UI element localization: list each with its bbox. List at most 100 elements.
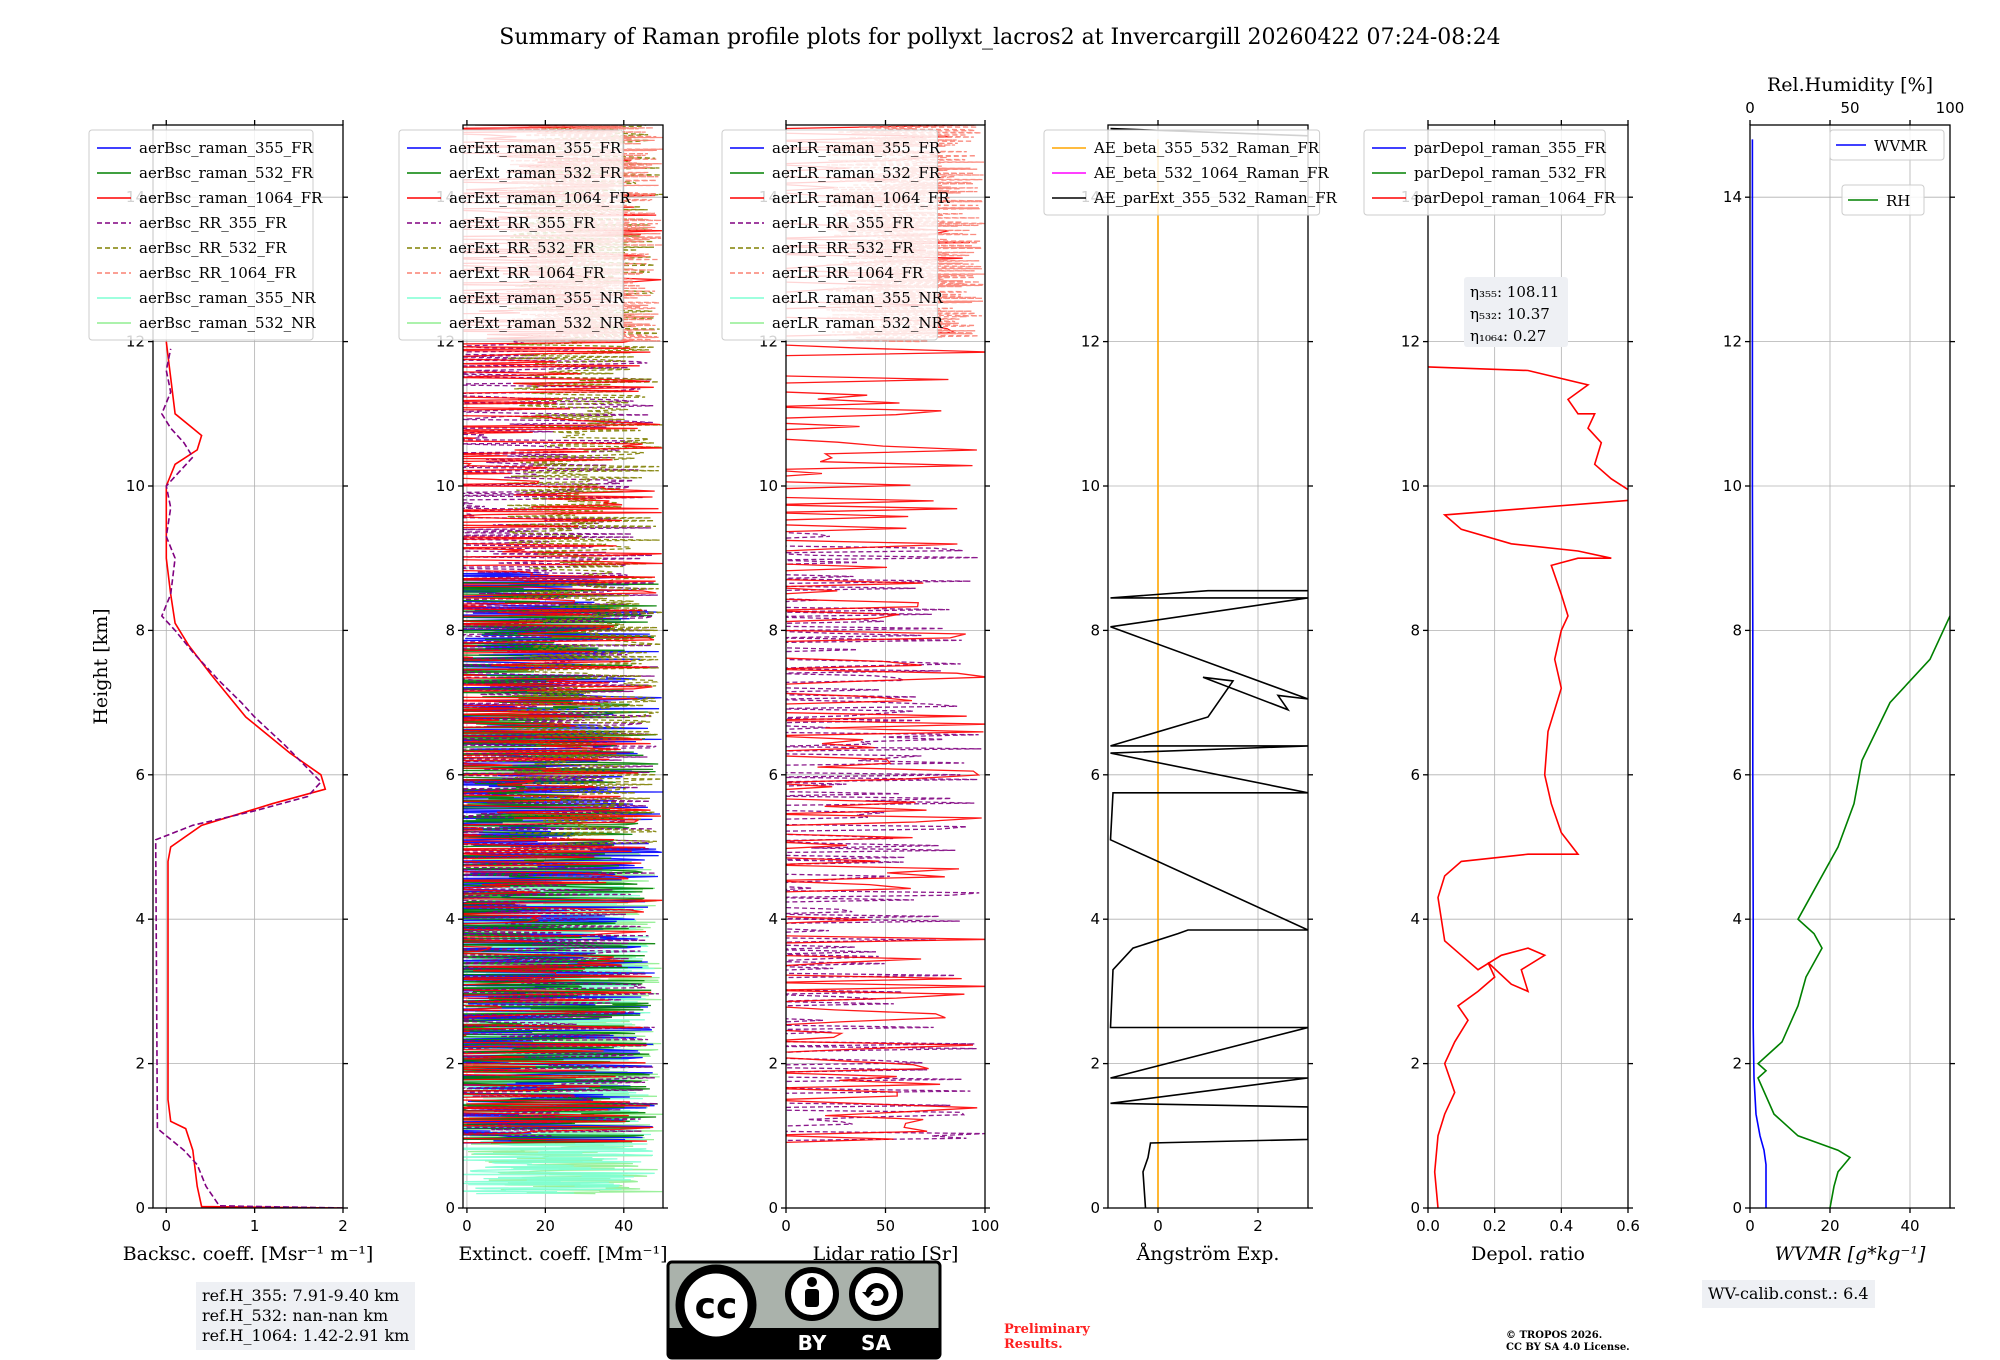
legend-label: parDepol_raman_1064_FR [1414, 189, 1616, 207]
series-group [1109, 127, 1308, 1208]
grid-lines [1749, 125, 1950, 1208]
y-tick-label: 6 [1090, 766, 1100, 784]
y-tick-label: 0 [135, 1199, 145, 1217]
y-tick-label: 8 [445, 621, 455, 639]
legend-label: AE_parExt_355_532_Raman_FR [1093, 189, 1338, 207]
y-tick-label: 2 [1090, 1055, 1100, 1073]
x-axis-label: Backsc. coeff. [Msr⁻¹ m⁻¹] [123, 1243, 374, 1265]
y-tick-label: 6 [1410, 766, 1420, 784]
y-tick-label: 4 [1090, 910, 1100, 928]
legend-box [1363, 129, 1606, 216]
axes-frame [1749, 124, 1951, 1209]
axes-frame [1107, 124, 1309, 1209]
copyright-line2: CC BY SA 4.0 License. [1506, 1342, 1630, 1353]
legend-label: aerExt_raman_355_FR [449, 139, 622, 157]
panel-backscatter: 02468101214012Backsc. coeff. [Msr⁻¹ m⁻¹]… [88, 120, 374, 1265]
x-tick-label: 20 [1820, 1217, 1839, 1235]
legend-label: AE_beta_355_532_Raman_FR [1093, 139, 1320, 157]
axes-frame [1427, 124, 1629, 1209]
series-aerBsc_raman_1064_FR [165, 341, 343, 1208]
y-tick-label: 0 [1410, 1199, 1420, 1217]
y-tick-label: 6 [768, 766, 778, 784]
legend-label: aerExt_raman_532_NR [449, 314, 625, 332]
wv-calibration-box: WV-calib.const.: 6.4 [1702, 1280, 1875, 1308]
sa-label: SA [861, 1331, 891, 1355]
legend-label: RH [1886, 192, 1910, 210]
legend-label: parDepol_raman_532_FR [1414, 164, 1607, 182]
y-tick-label: 2 [135, 1055, 145, 1073]
series-AE_parExt_355_532_Raman_FR [1109, 589, 1308, 1208]
x-tick-label: 50 [876, 1217, 895, 1235]
legend-label: aerBsc_raman_1064_FR [139, 189, 323, 207]
series-parDepol_upper [1428, 366, 1628, 491]
x-tick-label: 0 [1153, 1217, 1163, 1235]
y-axis-label: Height [km] [90, 608, 112, 724]
x-tick-label: 100 [971, 1217, 1000, 1235]
top-x-axis-label: Rel.Humidity [%] [1767, 74, 1933, 96]
y-tick-label: 4 [445, 910, 455, 928]
ref-h-532: ref.H_532: nan-nan km [202, 1306, 389, 1325]
x-tick-label: 0.0 [1416, 1217, 1440, 1235]
x-tick-label: 20 [536, 1217, 555, 1235]
y-tick-label: 6 [445, 766, 455, 784]
sa-share-icon [849, 1267, 903, 1321]
x-tick-label: 0.2 [1483, 1217, 1507, 1235]
y-tick-label: 10 [1081, 477, 1100, 495]
y-tick-label: 2 [1410, 1055, 1420, 1073]
legend-label: aerBsc_RR_1064_FR [139, 264, 297, 282]
legend-label: aerLR_RR_1064_FR [772, 264, 924, 282]
y-tick-label: 0 [1732, 1199, 1742, 1217]
x-tick-label: 0 [781, 1217, 791, 1235]
legend-label: aerLR_RR_355_FR [772, 214, 914, 232]
x-tick-label: 0 [161, 1217, 171, 1235]
legend-label: aerExt_raman_532_FR [449, 164, 622, 182]
legend: aerExt_raman_355_FR aerExt_raman_532_FRae… [398, 129, 631, 341]
y-tick-label: 12 [1401, 333, 1420, 351]
legend-label: aerExt_RR_1064_FR [449, 264, 605, 282]
axes-frame [462, 124, 664, 1209]
y-tick-label: 2 [1732, 1055, 1742, 1073]
x-axis-label: WVMR [g*kg⁻¹] [1775, 1243, 1926, 1265]
y-tick-label: 8 [135, 621, 145, 639]
y-tick-label: 12 [1723, 333, 1742, 351]
legend: WVMR RH [1829, 129, 1945, 216]
series-aerExt_raman_532_FR [463, 579, 659, 1144]
legend-label: aerBsc_raman_355_FR [139, 139, 314, 157]
legend-label: aerBsc_RR_532_FR [139, 239, 287, 257]
series-RH [1756, 615, 1950, 1208]
by-label: BY [798, 1331, 827, 1355]
y-tick-label: 6 [1732, 766, 1742, 784]
y-tick-label: 2 [768, 1055, 778, 1073]
legend: parDepol_raman_355_FR parDepol_raman_532_… [1363, 129, 1616, 216]
copyright-note: © TROPOS 2026. CC BY SA 4.0 License. [1506, 1330, 1630, 1354]
y-tick-label: 2 [445, 1055, 455, 1073]
x-tick-label: 0 [462, 1217, 472, 1235]
panel-angstrom: 0246810121402Ångström Exp.AE_beta_355_53… [1043, 120, 1338, 1265]
top-x-tick-label: 50 [1840, 99, 1859, 117]
y-tick-label: 4 [1732, 910, 1742, 928]
legend-label: aerLR_raman_355_NR [772, 289, 943, 307]
series-parDepol_raman_1064_FR [1433, 499, 1628, 1208]
x-tick-label: 2 [1253, 1217, 1263, 1235]
legend-label: aerBsc_raman_532_FR [139, 164, 314, 182]
ref-h-355: ref.H_355: 7.91-9.40 km [202, 1286, 400, 1305]
x-tick-label: 0.4 [1549, 1217, 1573, 1235]
preliminary-line1: Preliminary [1004, 1322, 1090, 1337]
y-tick-label: 8 [1732, 621, 1742, 639]
x-tick-label: 40 [1900, 1217, 1919, 1235]
legend-label: aerBsc_raman_532_NR [139, 314, 316, 332]
legend: aerBsc_raman_355_FR aerBsc_raman_532_FRae… [88, 129, 323, 341]
eta-box [1464, 277, 1568, 347]
y-tick-label: 8 [1090, 621, 1100, 639]
legend-box [398, 129, 624, 341]
y-tick-label: 0 [1090, 1199, 1100, 1217]
legend-label: aerExt_raman_355_NR [449, 289, 625, 307]
legend-label: aerExt_RR_532_FR [449, 239, 596, 257]
x-axis-label: Depol. ratio [1471, 1243, 1585, 1265]
legend-box [1043, 129, 1321, 216]
legend-label: aerExt_raman_1064_FR [449, 189, 631, 207]
legend-label: aerLR_raman_532_NR [772, 314, 943, 332]
x-axis-label: Lidar ratio [Sr] [813, 1243, 959, 1265]
series-group [154, 341, 343, 1208]
grid-lines [1108, 125, 1308, 1208]
